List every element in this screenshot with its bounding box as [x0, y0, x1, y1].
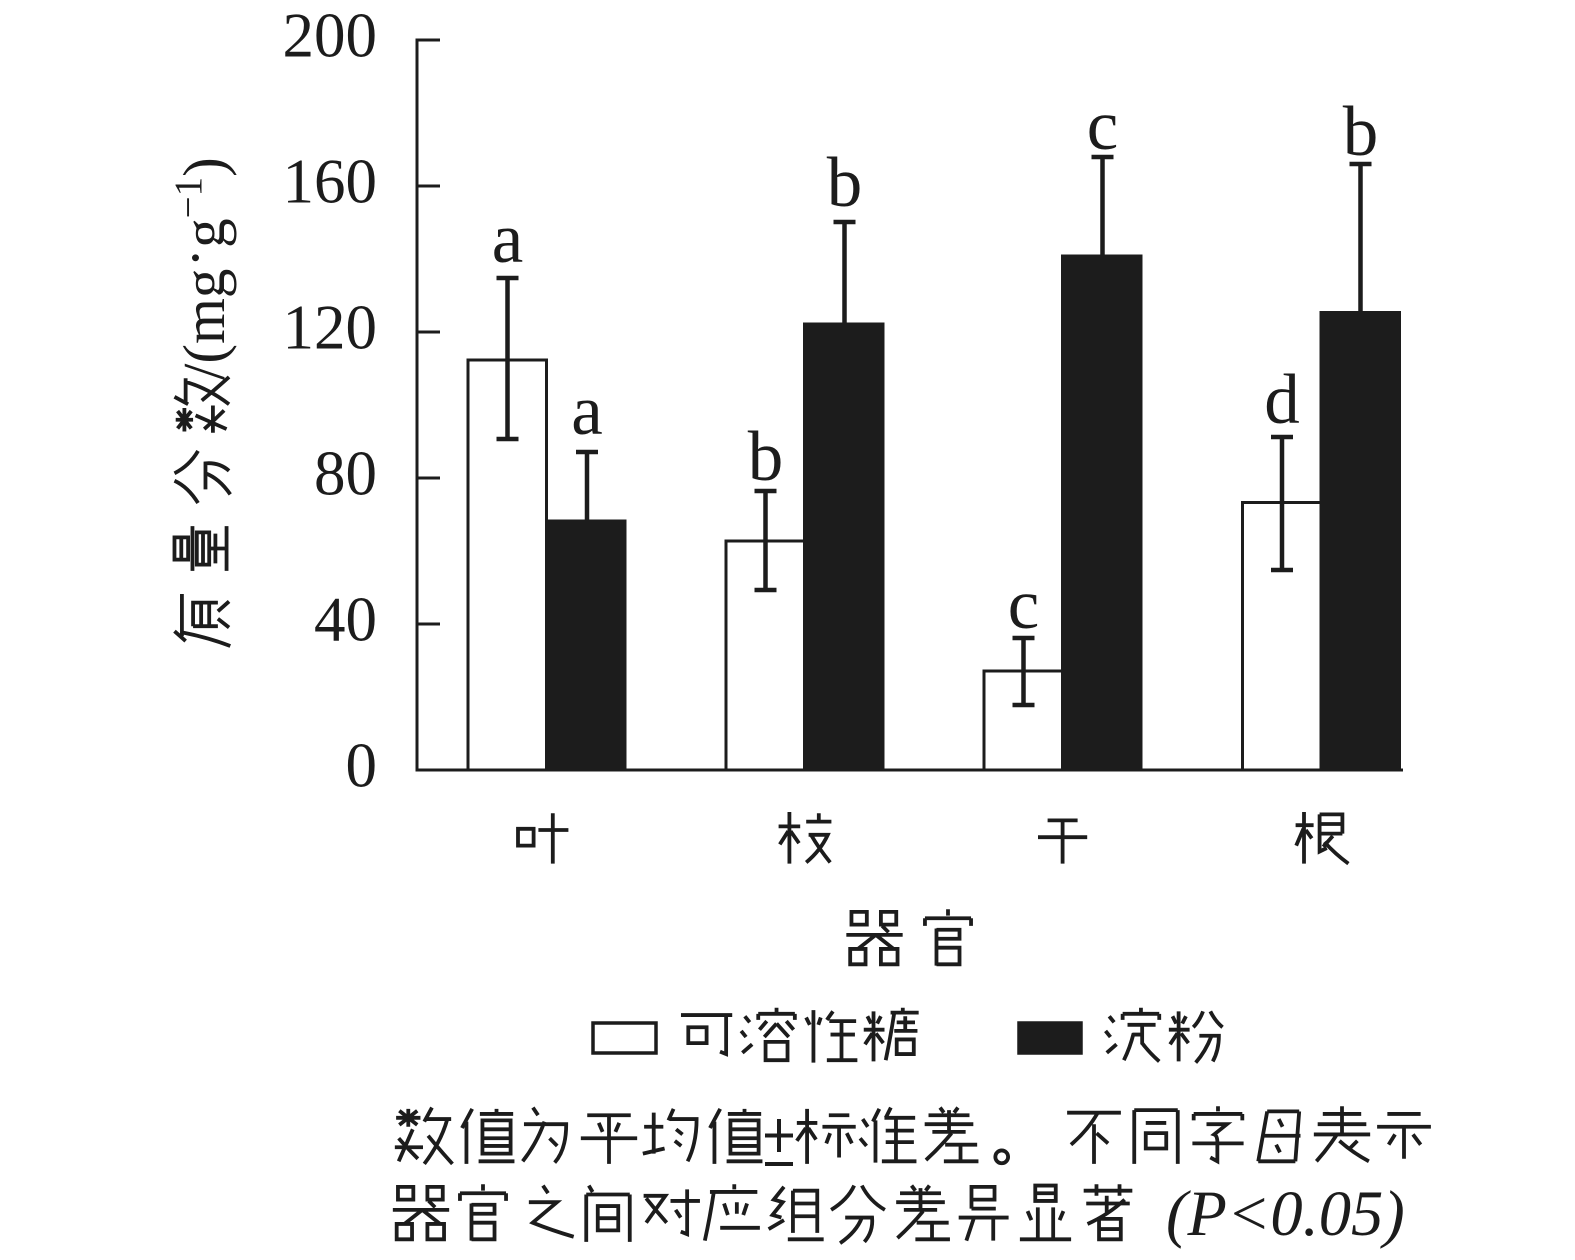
svg-text:a: a — [492, 200, 524, 278]
svg-text:200: 200 — [283, 1, 378, 71]
svg-text:a: a — [571, 372, 603, 450]
svg-text:0: 0 — [346, 731, 378, 801]
svg-text:/(mg·g−1): /(mg·g−1) — [162, 157, 237, 380]
svg-text:c: c — [1008, 566, 1040, 644]
svg-text:c: c — [1087, 87, 1119, 165]
svg-text:b: b — [748, 418, 784, 496]
svg-text:40: 40 — [314, 585, 377, 655]
svg-text:160: 160 — [283, 147, 378, 217]
svg-text:120: 120 — [283, 293, 378, 363]
svg-text:80: 80 — [314, 439, 377, 509]
svg-text:b: b — [827, 144, 863, 222]
svg-text:d: d — [1264, 361, 1300, 439]
svg-text:(P<0.05): (P<0.05) — [1166, 1178, 1405, 1249]
svg-text:b: b — [1343, 93, 1379, 171]
